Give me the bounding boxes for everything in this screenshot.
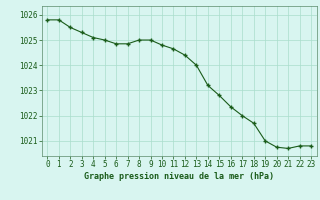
- X-axis label: Graphe pression niveau de la mer (hPa): Graphe pression niveau de la mer (hPa): [84, 172, 274, 181]
